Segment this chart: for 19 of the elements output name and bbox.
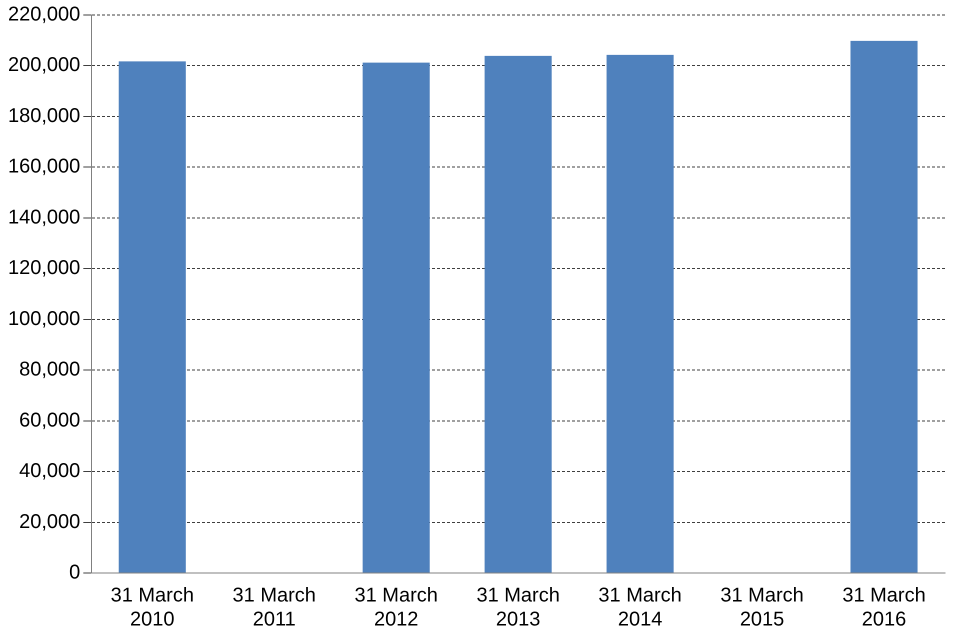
x-tick-label: 31 March 2013 — [476, 584, 560, 631]
x-tick-label: 31 March 2011 — [232, 584, 316, 631]
y-tick-label: 160,000 — [8, 156, 80, 178]
y-tick-label: 100,000 — [8, 308, 80, 330]
x-tick-label: 31 March 2016 — [842, 584, 926, 631]
x-tick-label: 31 March 2012 — [354, 584, 438, 631]
x-tick-label: 31 March 2010 — [110, 584, 194, 631]
y-tick-label: 180,000 — [8, 104, 80, 127]
y-tick-label: 120,000 — [8, 257, 80, 280]
y-tick-label: 40,000 — [19, 460, 80, 482]
y-tick-label: 200,000 — [8, 54, 80, 76]
y-tick-label: 20,000 — [19, 510, 80, 533]
x-tick-label: 31 March 2015 — [720, 584, 804, 631]
x-tick-label: 31 March 2014 — [598, 584, 682, 631]
y-tick-label: 220,000 — [8, 4, 80, 26]
y-tick-label: 0 — [69, 562, 80, 584]
y-tick-label: 80,000 — [19, 358, 80, 381]
y-tick-label: 60,000 — [19, 409, 80, 432]
y-tick-label: 140,000 — [8, 206, 80, 228]
